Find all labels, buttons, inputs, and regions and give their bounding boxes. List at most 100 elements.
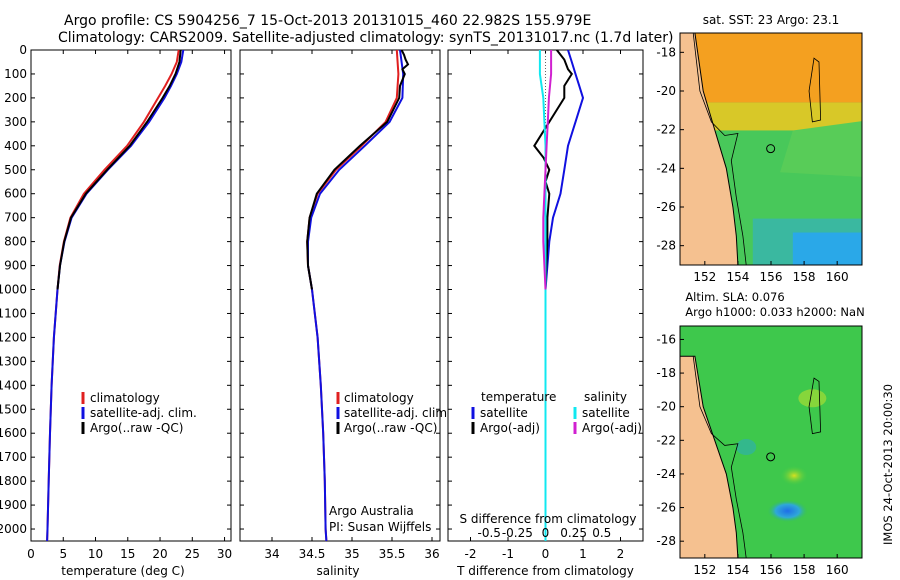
y-tick-label: -28 (656, 239, 676, 253)
y-tick-label: 400 (4, 139, 27, 153)
y-tick-label: 1100 (0, 306, 27, 320)
y-tick-label: 900 (4, 259, 27, 273)
land-mass (680, 355, 739, 558)
watermark: IMOS 24-Oct-2013 20:00:30 (881, 383, 895, 545)
y-tick-label: 700 (4, 211, 27, 225)
y-tick-label: 1300 (0, 354, 27, 368)
y-tick-label: 2000 (0, 522, 27, 536)
sla-patch (798, 389, 827, 408)
x-tick-label: -1 (502, 547, 514, 561)
y-tick-label: 1400 (0, 378, 27, 392)
y-tick-label: -18 (656, 45, 676, 59)
seamount-contour (808, 377, 822, 435)
legend-entry: satellite-adj. clim. (344, 406, 451, 420)
y-tick-label: 300 (4, 115, 27, 129)
x-tick-label: 10 (88, 547, 103, 561)
sla-map-subtitle: Argo h1000: 0.033 h2000: NaN (685, 305, 864, 319)
figure-title-line2: Climatology: CARS2009. Satellite-adjuste… (58, 30, 674, 46)
y-tick-label: -20 (656, 400, 676, 414)
y-tick-label: 600 (4, 187, 27, 201)
legend-entry: satellite (582, 406, 630, 420)
x-tick-label: 2 (617, 547, 625, 561)
x-tick-label: 36 (424, 547, 439, 561)
sst-map-field (680, 33, 862, 265)
x-tick-label: 160 (826, 563, 849, 577)
top-scale-tick-label: 0 (542, 526, 550, 540)
sla-high-blob (780, 465, 809, 486)
land-mass (680, 33, 739, 265)
y-tick-label: 1200 (0, 330, 27, 344)
difference-top-axis-label: S difference from climatology (460, 512, 637, 526)
annotation-pi-name: PI: Susan Wijffels (329, 520, 431, 534)
y-tick-label: -18 (656, 366, 676, 380)
y-tick-label: 200 (4, 91, 27, 105)
difference-panel: -2 -1 0 1 2 T difference from climatology -0.5… (447, 49, 644, 578)
x-tick-label: 1 (579, 547, 587, 561)
y-tick-label: 800 (4, 235, 27, 249)
x-tick-label: 35.5 (379, 547, 406, 561)
y-tick-label: -22 (656, 433, 676, 447)
sla-patch (736, 439, 757, 456)
sla-low-blob (767, 499, 808, 522)
x-tick-label: 15 (120, 547, 135, 561)
depth-contour (692, 33, 747, 265)
y-tick-label: 0 (19, 43, 27, 57)
x-tick-label: 156 (760, 270, 783, 284)
depth-contour (692, 356, 747, 558)
x-tick-label: 0 (27, 547, 35, 561)
y-tick-label: -24 (656, 161, 676, 175)
x-tick-label: 152 (693, 563, 716, 577)
x-tick-label: 34 (264, 547, 279, 561)
x-tick-label: 35 (344, 547, 359, 561)
argo-position-marker (766, 144, 776, 154)
x-tick-label: 34.5 (299, 547, 326, 561)
x-tick-label: 154 (726, 270, 749, 284)
series-line-salinity-argo-adj- (542, 50, 553, 290)
y-tick-label: 1500 (0, 402, 27, 416)
series-line-temperature-argo-adj- (533, 49, 574, 290)
field-band-warm (680, 33, 862, 103)
y-tick-label: -26 (656, 501, 676, 515)
legend-entry: Argo(..raw -QC) (90, 421, 183, 435)
x-tick-label: 25 (185, 547, 200, 561)
legend-entry: Argo(-adj) (480, 421, 540, 435)
legend-entry: satellite-adj. clim. (90, 406, 197, 420)
figure-title-line1: Argo profile: CS 5904256_7 15-Oct-2013 2… (64, 13, 592, 29)
y-tick-label: -26 (656, 200, 676, 214)
difference-x-axis-label: T difference from climatology (456, 564, 634, 578)
y-tick-label: -22 (656, 123, 676, 137)
y-tick-label: 1900 (0, 498, 27, 512)
sla-map-title: Altim. SLA: 0.076 (685, 290, 784, 304)
x-tick-label: 154 (726, 563, 749, 577)
x-tick-label: 5 (59, 547, 67, 561)
temperature-panel: 0100200300400500600700800900100011001200… (0, 43, 232, 578)
y-tick-label: -28 (656, 534, 676, 548)
top-scale-tick-label: -0.25 (502, 526, 533, 540)
top-scale-tick-label: 0.5 (592, 526, 611, 540)
series-line-argo-raw-qc- (306, 49, 410, 290)
x-tick-label: 160 (826, 270, 849, 284)
sst-map-title: sat. SST: 23 Argo: 23.1 (703, 13, 840, 27)
salinity-x-axis-label: salinity (316, 564, 359, 578)
field-patch (780, 121, 862, 177)
legend-entry: Argo(..raw -QC) (344, 421, 437, 435)
y-tick-label: 1600 (0, 426, 27, 440)
field-band-cold (792, 232, 862, 265)
legend-entry: satellite (480, 406, 528, 420)
annotation-argo-australia: Argo Australia (329, 504, 414, 518)
x-tick-label: -2 (465, 547, 477, 561)
sla-map-panel: 152 154 156 158 160 -16 -18 -20 -22 -24 -26 -28 (656, 325, 863, 577)
y-tick-label: -16 (656, 332, 676, 346)
x-tick-label: 158 (793, 563, 816, 577)
series-line-argo-raw-qc- (56, 49, 182, 290)
x-tick-label: 158 (793, 270, 816, 284)
legend-entry: Argo(-adj) (582, 421, 642, 435)
legend-entry: climatology (90, 391, 160, 405)
x-tick-label: 0 (542, 547, 550, 561)
salinity-axes-frame (239, 49, 441, 542)
top-scale-tick-label: -0.5 (478, 526, 501, 540)
sla-map-field (680, 326, 862, 558)
y-tick-label: -24 (656, 467, 676, 481)
sst-map-panel: 152 154 156 158 160 -18 -20 -22 -24 -26 -28 (656, 32, 863, 284)
